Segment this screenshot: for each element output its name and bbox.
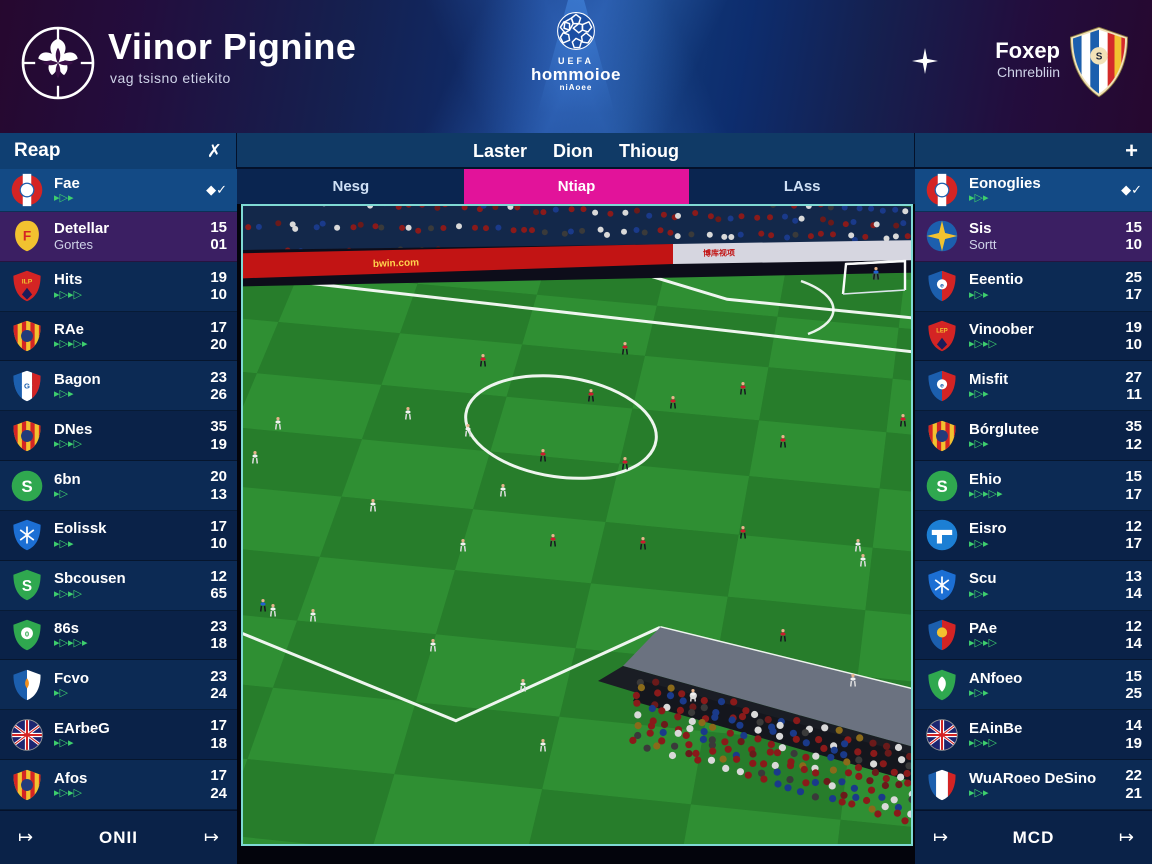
svg-text:bwin.com: bwin.com xyxy=(373,257,420,270)
svg-text:F: F xyxy=(23,229,31,244)
svg-text:S: S xyxy=(1096,52,1103,63)
svg-text:0: 0 xyxy=(25,630,29,639)
svg-text:S: S xyxy=(22,578,32,595)
svg-text:G: G xyxy=(24,381,30,390)
svg-text:S: S xyxy=(936,476,947,495)
svg-text:LEP: LEP xyxy=(936,329,948,335)
svg-text:博库视项: 博库视项 xyxy=(703,247,735,258)
svg-text:S: S xyxy=(21,476,32,495)
svg-text:e: e xyxy=(940,383,944,390)
svg-text:e: e xyxy=(940,283,944,290)
svg-text:ILP: ILP xyxy=(22,279,33,286)
